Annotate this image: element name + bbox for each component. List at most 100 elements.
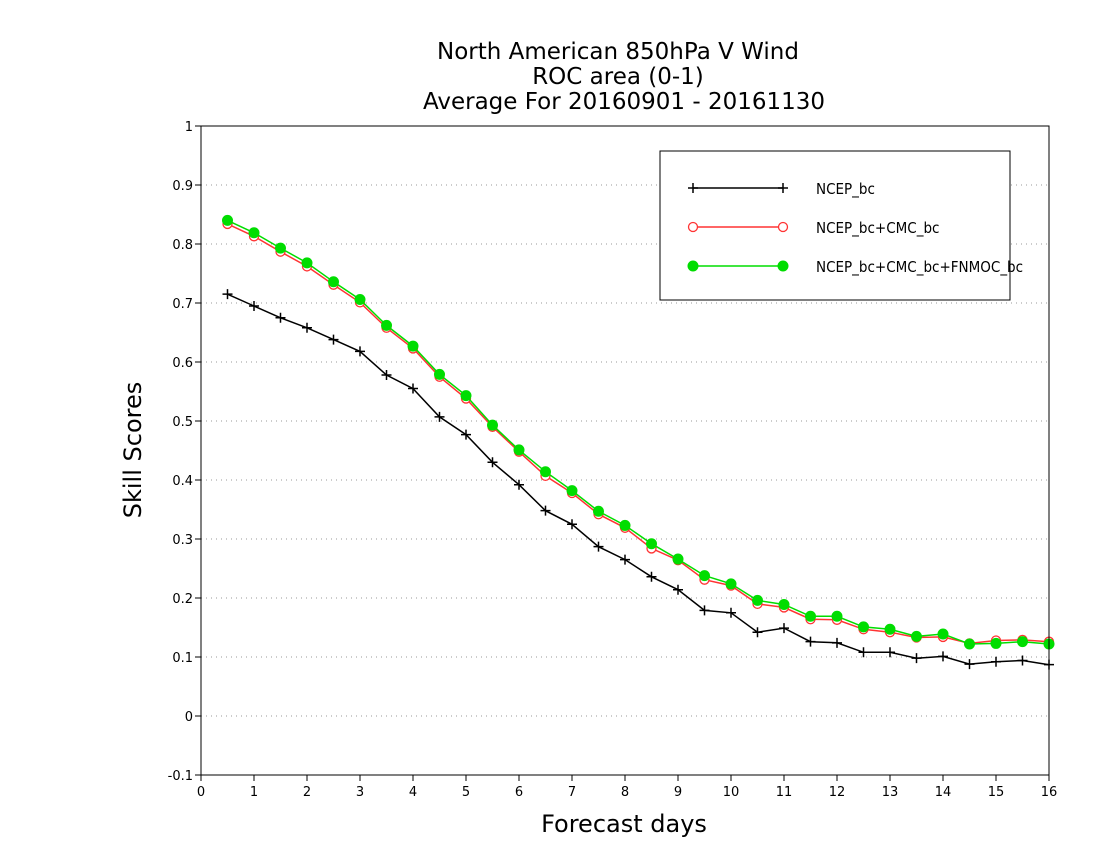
y-tick-label: -0.1 — [168, 769, 193, 784]
x-tick-label: 1 — [250, 785, 258, 800]
y-tick-label: 0.5 — [172, 415, 193, 430]
data-point — [884, 623, 896, 635]
series-line — [227, 293, 1050, 666]
legend-box — [659, 150, 1011, 301]
data-point — [275, 242, 286, 254]
data-point — [687, 221, 699, 233]
data-point — [514, 479, 524, 490]
data-point — [805, 610, 816, 622]
y-axis-ticks: -0.1 0 0.1 0.2 0.3 0.4 0.5 0.6 0.7 0.8 0.9 1 — [168, 120, 201, 784]
data-point — [1017, 655, 1028, 666]
data-point — [777, 260, 789, 272]
x-tick-label: 12 — [829, 785, 846, 800]
x-tick-label: 16 — [1041, 785, 1058, 800]
data-point — [646, 571, 657, 582]
data-point — [249, 300, 259, 311]
y-tick-label: 1 — [185, 120, 193, 135]
data-point — [911, 653, 922, 664]
data-point — [460, 390, 472, 402]
data-point — [619, 519, 631, 531]
x-tick-label: 10 — [723, 785, 740, 800]
data-point — [620, 554, 630, 565]
data-point — [964, 659, 975, 670]
x-tick-label: 9 — [674, 785, 682, 800]
legend-label: NCEP_bc+CMC_bc+FNMOC_bc — [816, 258, 1023, 277]
x-tick-label: 13 — [882, 785, 899, 800]
data-point — [355, 346, 365, 357]
data-point — [354, 293, 366, 305]
data-point — [938, 651, 948, 662]
data-point — [832, 637, 842, 648]
data-point — [779, 623, 789, 634]
data-point — [407, 340, 419, 352]
data-point — [328, 334, 339, 345]
x-axis-label: Forecast days — [541, 810, 707, 838]
data-point — [688, 183, 698, 193]
data-point — [990, 637, 1002, 649]
data-point — [885, 647, 895, 658]
y-tick-label: 0.4 — [172, 474, 193, 489]
x-tick-label: 11 — [776, 785, 793, 800]
data-point — [222, 289, 233, 300]
x-tick-label: 0 — [197, 785, 205, 800]
data-point — [540, 466, 551, 478]
data-point — [831, 610, 843, 622]
x-tick-label: 2 — [303, 785, 311, 800]
data-point — [328, 276, 339, 288]
data-point — [858, 621, 869, 633]
data-point — [381, 319, 392, 331]
plot-series — [222, 214, 1055, 670]
data-point — [593, 541, 604, 552]
y-tick-label: 0.7 — [172, 297, 193, 312]
y-tick-label: 0.9 — [172, 179, 193, 194]
data-point — [778, 183, 788, 193]
data-point — [752, 627, 763, 638]
data-point — [752, 594, 763, 606]
data-point — [593, 505, 604, 517]
data-point — [408, 383, 418, 394]
series-1 — [222, 289, 1054, 670]
data-point — [937, 628, 949, 640]
chart-title: North American 850hPa V Wind ROC area (0… — [423, 39, 825, 115]
chart-title-line-1: North American 850hPa V Wind — [437, 39, 799, 65]
data-point — [381, 369, 392, 380]
x-tick-label: 7 — [568, 785, 576, 800]
data-point — [248, 227, 260, 239]
y-axis-label: Skill Scores — [119, 382, 147, 519]
legend-item-2: NCEP_bc+CMC_bc — [687, 219, 939, 238]
series-3 — [222, 214, 1055, 650]
y-tick-label: 0.6 — [172, 356, 193, 371]
legend-label: NCEP_bc+CMC_bc — [816, 219, 939, 238]
y-tick-label: 0.3 — [172, 533, 193, 548]
x-tick-label: 14 — [935, 785, 952, 800]
data-point — [725, 578, 737, 590]
data-point — [222, 214, 233, 226]
data-point — [777, 221, 789, 233]
data-point — [513, 444, 525, 456]
data-point — [778, 598, 790, 610]
data-point — [991, 656, 1001, 667]
chart-title-line-2: ROC area (0-1) — [532, 64, 704, 90]
x-axis-ticks: 0 1 2 3 4 5 6 7 8 9 10 11 12 13 14 15 16 — [197, 775, 1057, 800]
data-point — [566, 485, 578, 497]
chart-title-line-3: Average For 20160901 - 20161130 — [423, 89, 825, 115]
data-point — [487, 419, 498, 431]
data-point — [964, 638, 975, 650]
data-point — [911, 630, 922, 642]
legend: NCEP_bc NCEP_bc+CMC_bc NCEP_bc+CMC_bc+FNMO… — [659, 150, 1023, 301]
x-tick-label: 5 — [462, 785, 470, 800]
data-point — [699, 605, 710, 616]
data-point — [673, 584, 683, 595]
data-point — [540, 505, 551, 516]
data-point — [699, 570, 710, 582]
data-point — [461, 429, 471, 440]
y-tick-label: 0.1 — [172, 651, 193, 666]
legend-item-3: NCEP_bc+CMC_bc+FNMOC_bc — [687, 258, 1023, 277]
data-point — [487, 457, 498, 468]
data-point — [275, 312, 286, 323]
data-point — [805, 636, 816, 647]
y-tick-label: 0.8 — [172, 238, 193, 253]
y-tick-label: 0.2 — [172, 592, 193, 607]
